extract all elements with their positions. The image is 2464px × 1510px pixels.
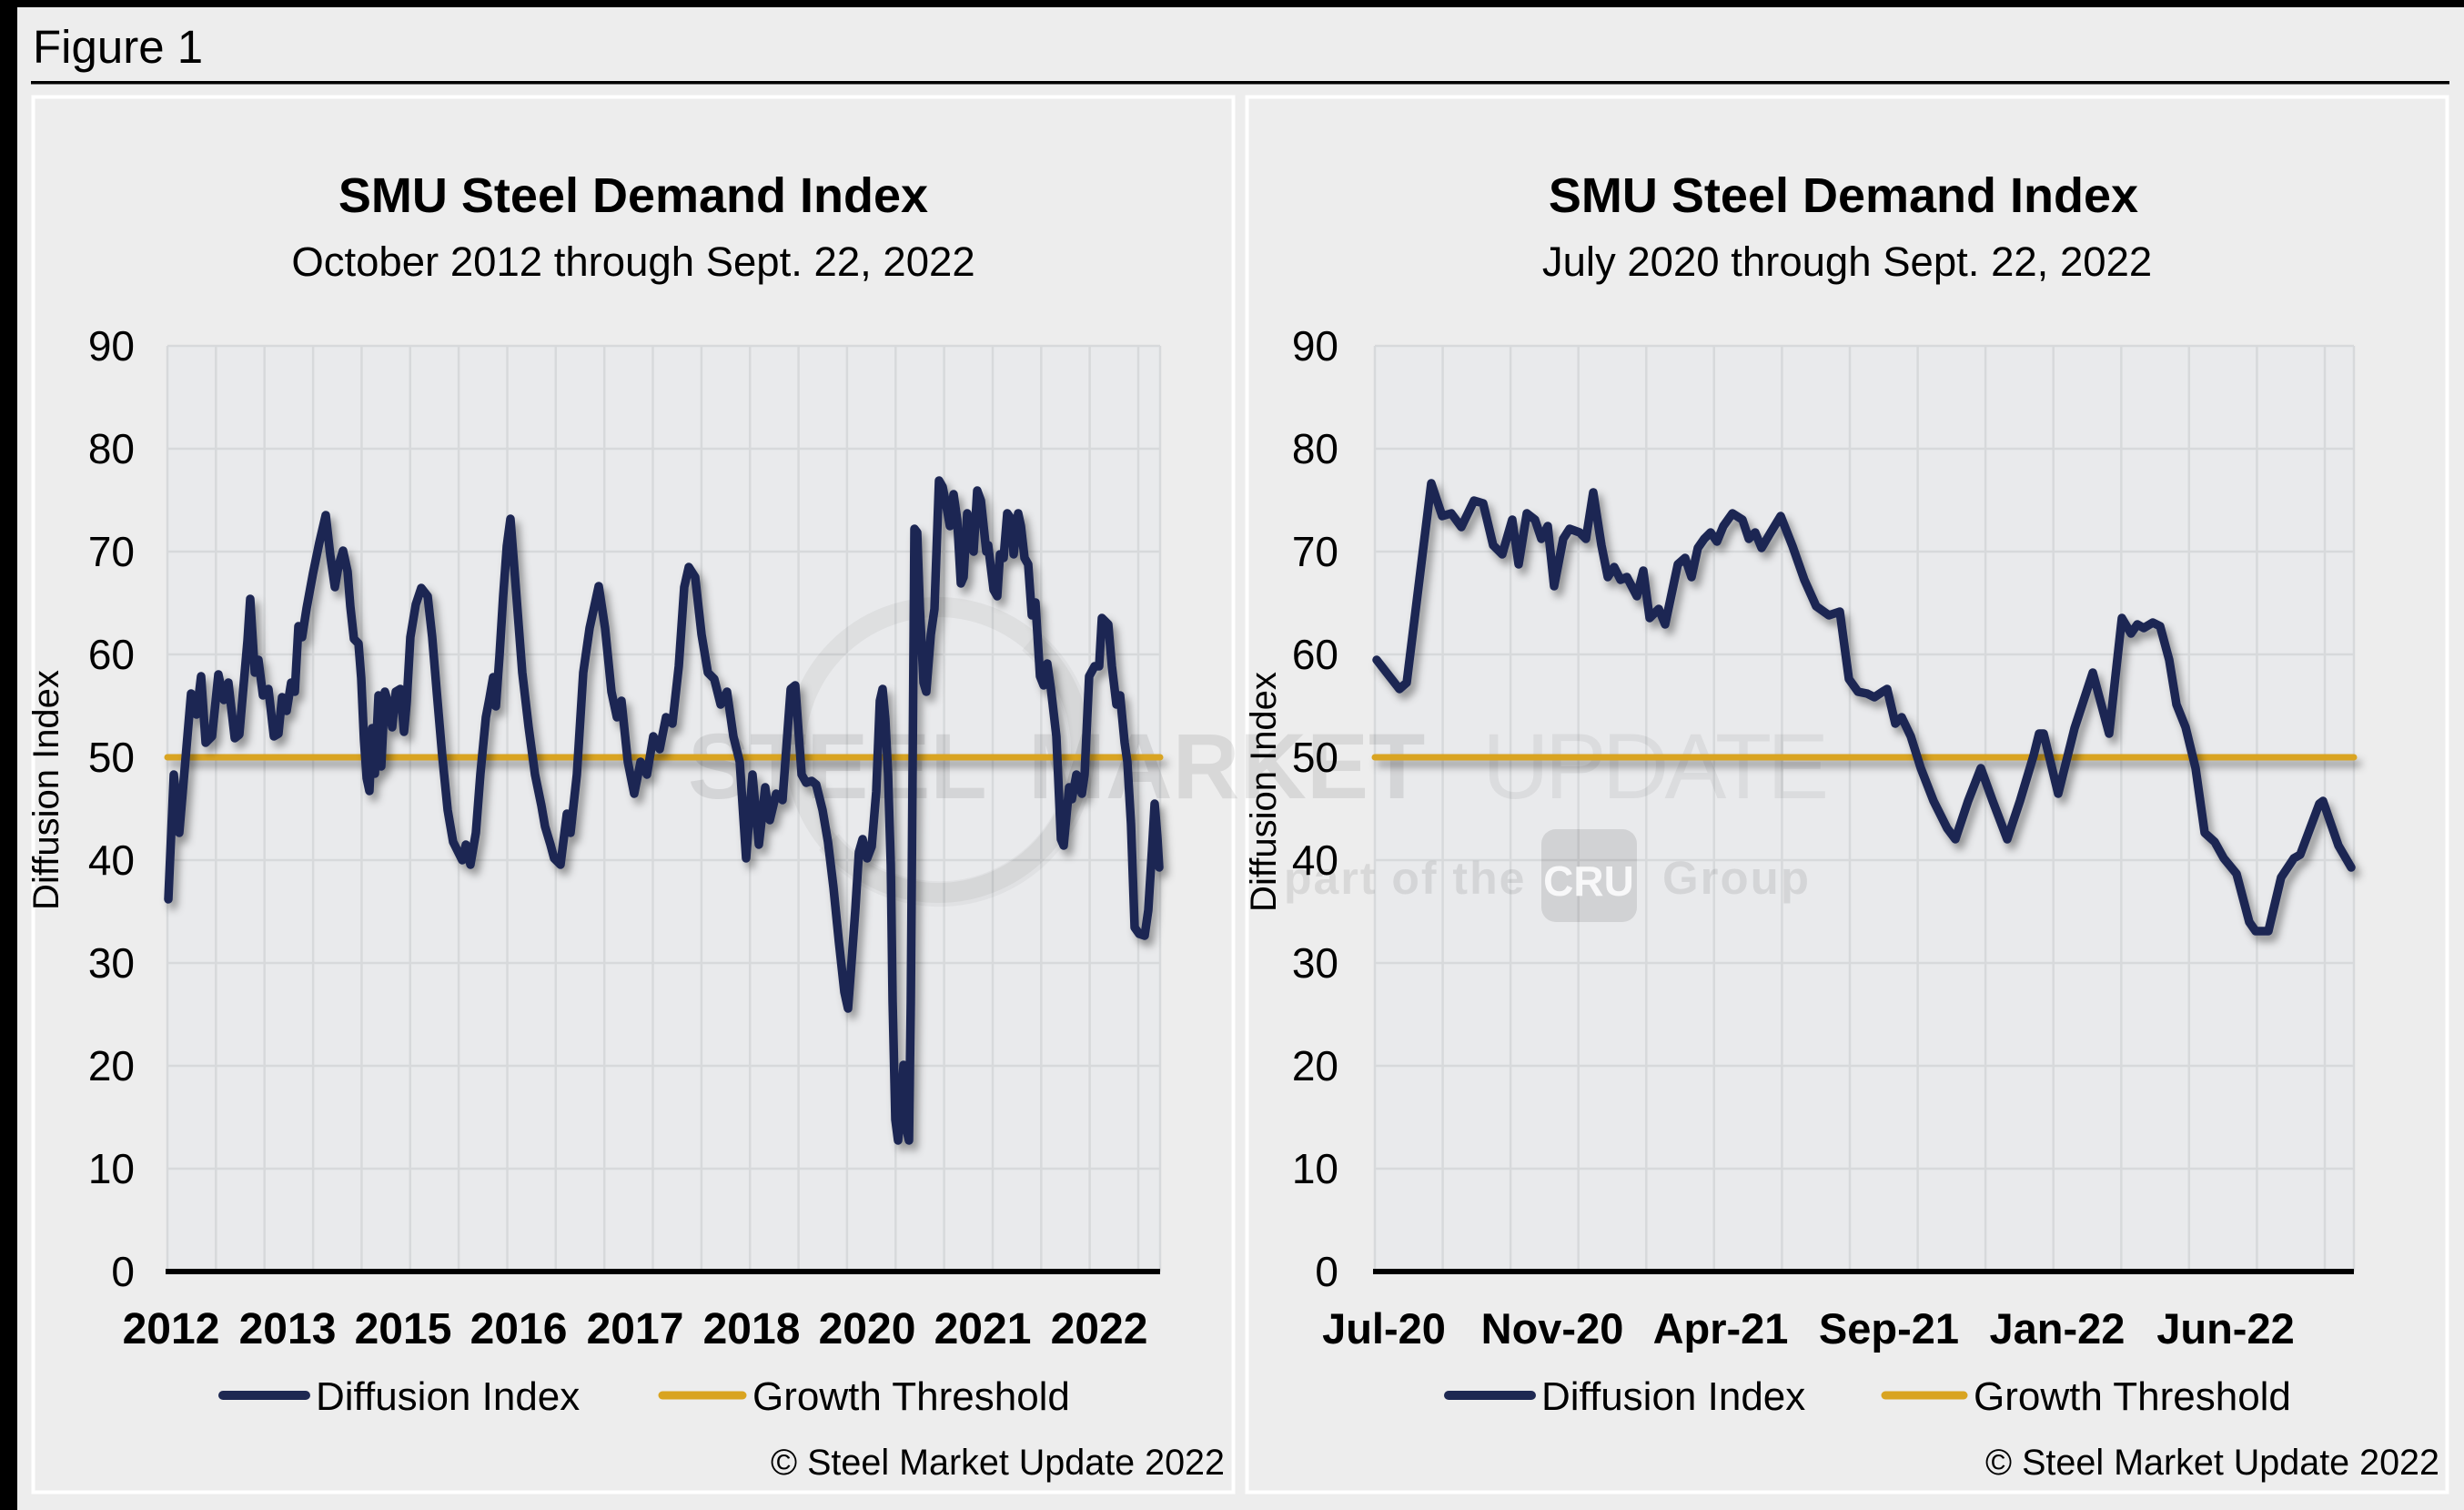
svg-text:Group: Group <box>1662 852 1811 904</box>
svg-text:40: 40 <box>88 836 135 884</box>
svg-text:2020: 2020 <box>819 1305 916 1353</box>
svg-text:90: 90 <box>88 322 135 370</box>
svg-text:90: 90 <box>1292 322 1338 370</box>
svg-text:Nov-20: Nov-20 <box>1481 1304 1624 1353</box>
svg-text:Jun-22: Jun-22 <box>2156 1304 2295 1353</box>
svg-text:July 2020 through Sept. 22, 20: July 2020 through Sept. 22, 2022 <box>1542 238 2152 285</box>
svg-text:MARKET: MARKET <box>1028 714 1425 818</box>
svg-text:Diffusion Index: Diffusion Index <box>26 670 66 910</box>
svg-text:20: 20 <box>1292 1042 1338 1089</box>
svg-text:part of the: part of the <box>1284 853 1526 904</box>
svg-text:Diffusion Index: Diffusion Index <box>316 1374 580 1419</box>
svg-text:40: 40 <box>1292 836 1338 884</box>
svg-text:2013: 2013 <box>239 1305 337 1353</box>
svg-text:10: 10 <box>1292 1145 1338 1192</box>
svg-text:50: 50 <box>88 734 135 781</box>
svg-text:2018: 2018 <box>703 1305 801 1353</box>
svg-text:70: 70 <box>1292 528 1338 575</box>
svg-text:50: 50 <box>1292 734 1338 781</box>
svg-text:UPDATE: UPDATE <box>1482 714 1825 818</box>
svg-text:© Steel Market Update 2022: © Steel Market Update 2022 <box>1985 1443 2439 1483</box>
svg-text:SMU Steel Demand Index: SMU Steel Demand Index <box>338 168 928 223</box>
svg-text:Diffusion Index: Diffusion Index <box>1541 1374 1805 1419</box>
svg-text:CRU: CRU <box>1543 857 1634 905</box>
svg-text:SMU Steel Demand Index: SMU Steel Demand Index <box>1549 168 2138 223</box>
svg-text:Jan-22: Jan-22 <box>1990 1304 2126 1353</box>
svg-text:0: 0 <box>1315 1248 1338 1295</box>
svg-text:2022: 2022 <box>1051 1305 1148 1353</box>
svg-text:60: 60 <box>1292 631 1338 678</box>
svg-text:2015: 2015 <box>355 1305 452 1353</box>
svg-text:Jul-20: Jul-20 <box>1322 1304 1446 1353</box>
svg-text:80: 80 <box>88 425 135 472</box>
svg-text:Growth Threshold: Growth Threshold <box>752 1374 1070 1419</box>
svg-text:0: 0 <box>111 1248 135 1295</box>
svg-text:Sep-21: Sep-21 <box>1819 1304 1959 1353</box>
svg-text:Figure 1: Figure 1 <box>33 21 203 73</box>
svg-text:© Steel Market Update 2022: © Steel Market Update 2022 <box>771 1443 1225 1483</box>
svg-text:2017: 2017 <box>587 1305 684 1353</box>
svg-text:70: 70 <box>88 528 135 575</box>
svg-text:20: 20 <box>88 1042 135 1089</box>
svg-text:Diffusion Index: Diffusion Index <box>1244 672 1284 912</box>
svg-text:October 2012 through Sept. 22,: October 2012 through Sept. 22, 2022 <box>291 238 974 285</box>
svg-text:30: 30 <box>88 939 135 987</box>
svg-text:Apr-21: Apr-21 <box>1653 1304 1789 1353</box>
svg-text:80: 80 <box>1292 425 1338 472</box>
svg-text:Growth Threshold: Growth Threshold <box>1974 1374 2291 1419</box>
svg-text:2016: 2016 <box>470 1305 568 1353</box>
svg-text:30: 30 <box>1292 939 1338 987</box>
svg-text:60: 60 <box>88 631 135 678</box>
svg-text:10: 10 <box>88 1145 135 1192</box>
svg-text:2012: 2012 <box>123 1305 220 1353</box>
svg-text:2021: 2021 <box>934 1305 1032 1353</box>
